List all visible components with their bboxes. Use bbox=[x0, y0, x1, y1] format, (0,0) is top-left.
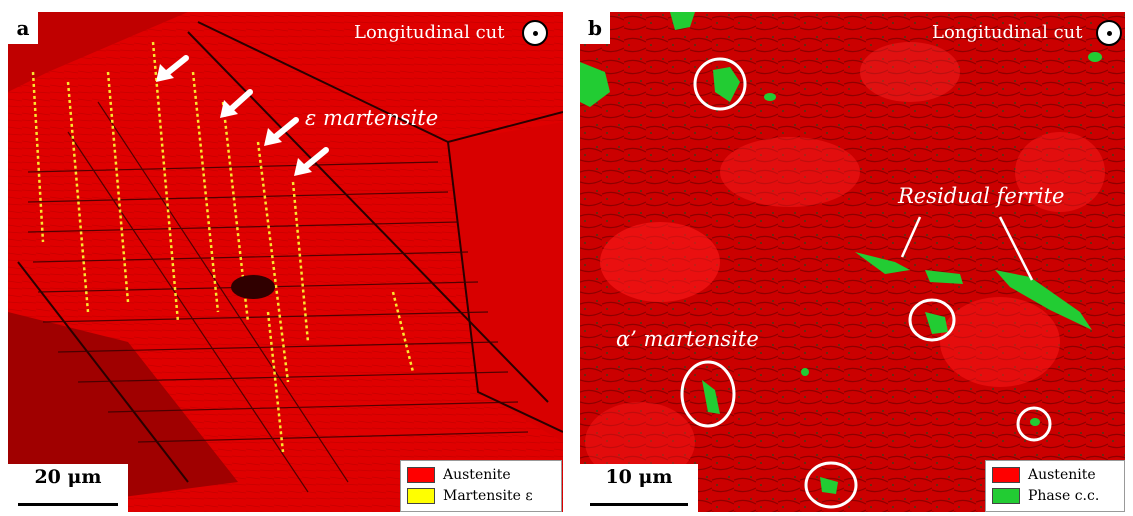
bcc-phase-swatch bbox=[992, 488, 1020, 504]
panel-b-legend: Austenite Phase c.c. bbox=[985, 460, 1125, 512]
martensite-circle-3 bbox=[680, 360, 736, 428]
austenite-swatch bbox=[407, 467, 435, 483]
epsilon-martensite-annotation: ε martensite bbox=[305, 106, 439, 130]
panel-a-label: a bbox=[8, 12, 38, 44]
legend-item-martensite: Martensite ε bbox=[407, 487, 533, 505]
panel-a-legend: Austenite Martensite ε bbox=[400, 460, 562, 512]
panel-a-scale-bar: 20 μm bbox=[8, 464, 128, 512]
alpha-martensite-annotation: α’ martensite bbox=[616, 327, 759, 351]
martensite-circle-2 bbox=[908, 298, 956, 342]
martensite-circle-5 bbox=[804, 461, 858, 509]
panel-a-cut-label: Longitudinal cut bbox=[354, 22, 505, 43]
panel-b-scale-label: 10 μm bbox=[605, 466, 673, 488]
out-of-plane-direction-icon bbox=[1096, 20, 1122, 46]
out-of-plane-direction-icon bbox=[522, 20, 548, 46]
legend-label: Austenite bbox=[1028, 467, 1096, 483]
panel-b-scale-line bbox=[590, 503, 688, 506]
martensite-swatch bbox=[407, 488, 435, 504]
arrow-3 bbox=[271, 117, 299, 141]
legend-item-austenite: Austenite bbox=[407, 466, 511, 484]
legend-label: Martensite ε bbox=[443, 488, 533, 504]
legend-item-austenite: Austenite bbox=[992, 466, 1096, 484]
austenite-bcc-phase-map bbox=[580, 12, 1125, 512]
legend-label: Austenite bbox=[443, 467, 511, 483]
panel-a-scale-line bbox=[18, 503, 118, 506]
arrow-1 bbox=[163, 55, 189, 77]
austenite-swatch bbox=[992, 467, 1020, 483]
panel-b-cut-label: Longitudinal cut bbox=[932, 22, 1083, 43]
arrow-4 bbox=[301, 147, 329, 171]
austenite-epsilon-phase-map bbox=[8, 12, 563, 512]
arrow-2 bbox=[227, 89, 253, 113]
residual-ferrite-annotation: Residual ferrite bbox=[898, 184, 1065, 208]
panel-a-scale-label: 20 μm bbox=[34, 466, 102, 488]
panel-b-label: b bbox=[580, 12, 610, 44]
panel-b-micrograph: b Longitudinal cut Residual ferrite α’ m… bbox=[580, 12, 1125, 512]
legend-label: Phase c.c. bbox=[1028, 488, 1100, 504]
legend-item-bcc-phase: Phase c.c. bbox=[992, 487, 1099, 505]
panel-b-scale-bar: 10 μm bbox=[580, 464, 698, 512]
martensite-circle-1 bbox=[693, 57, 747, 111]
martensite-circle-4 bbox=[1016, 406, 1052, 442]
panel-a-micrograph: a Longitudinal cut ε martensite 20 μm Au… bbox=[8, 12, 563, 512]
